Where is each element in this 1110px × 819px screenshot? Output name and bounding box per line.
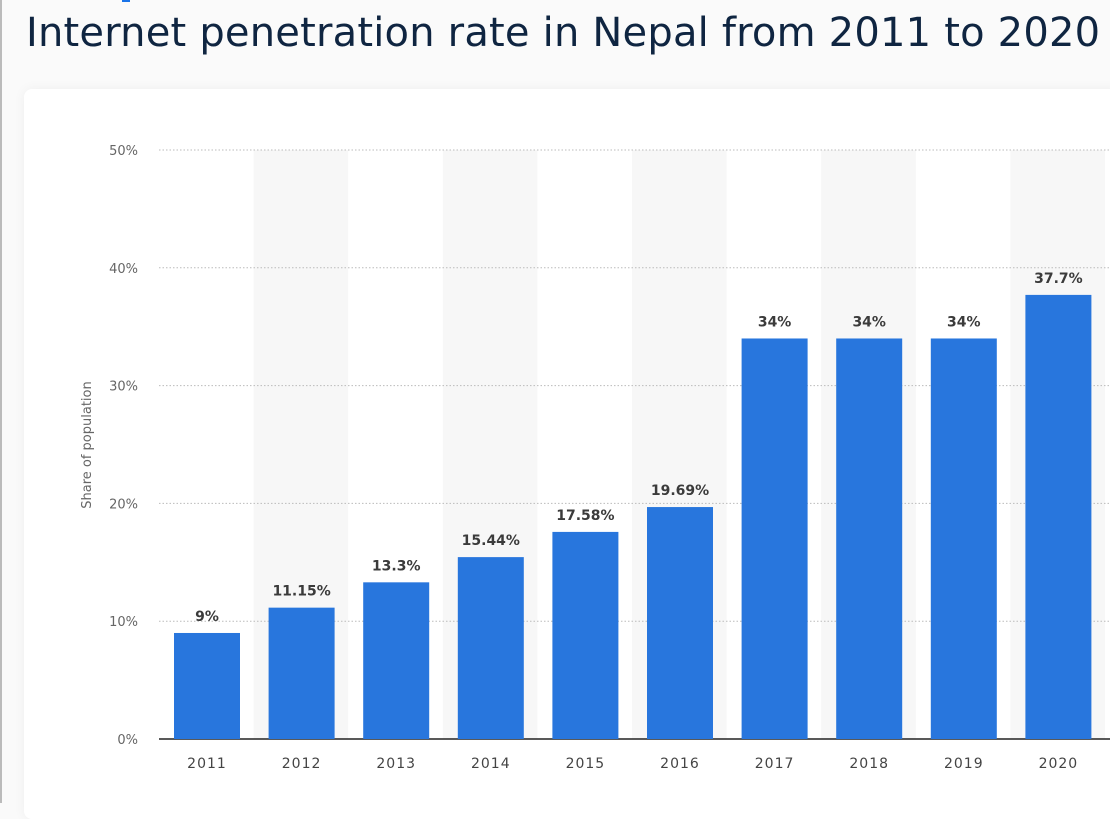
y-tick-label: 30% <box>109 380 138 395</box>
data-label: 34% <box>947 314 981 330</box>
x-tick-label: 2012 <box>282 756 322 772</box>
bar-2019 <box>930 338 997 739</box>
partial-logo-fragment <box>122 0 130 2</box>
data-label: 34% <box>852 314 886 330</box>
x-tick-label: 2015 <box>566 756 606 772</box>
page-title: Internet penetration rate in Nepal from … <box>26 10 1101 56</box>
y-tick-label: 40% <box>109 262 138 277</box>
y-tick-label: 50% <box>109 144 138 159</box>
bar-2014 <box>457 557 524 739</box>
data-label: 17.58% <box>556 508 614 524</box>
bar-chart: 0% 10% 20% 30% 40% 50% 9% 2011 11.15% 2012 13.3% 20… <box>80 144 1110 772</box>
y-tick-label: 20% <box>109 497 138 512</box>
bar-2011 <box>174 632 240 739</box>
x-tick-label: 2018 <box>849 756 889 772</box>
x-tick-label: 2014 <box>471 756 511 772</box>
bar-2016 <box>647 507 713 739</box>
x-tick-label: 2017 <box>755 756 795 772</box>
data-label: 15.44% <box>462 533 520 549</box>
x-tick-label: 2011 <box>187 756 227 772</box>
y-tick-label: 0% <box>117 733 138 748</box>
y-tick-label: 10% <box>109 615 138 630</box>
bar-2013 <box>363 582 430 739</box>
y-axis-label: Share of population <box>80 381 95 509</box>
x-tick-label: 2013 <box>376 756 416 772</box>
bar-2015 <box>552 531 619 739</box>
bar-2017 <box>741 338 808 739</box>
data-label: 13.3% <box>372 558 421 574</box>
bar-2020 <box>1025 294 1092 739</box>
data-label: 34% <box>758 314 792 330</box>
data-label: 11.15% <box>272 584 330 600</box>
x-tick-label: 2020 <box>1039 756 1079 772</box>
x-tick-label: 2019 <box>944 756 984 772</box>
data-label: 9% <box>195 609 219 625</box>
bar-2018 <box>836 338 903 739</box>
data-label: 19.69% <box>651 483 709 499</box>
data-label: 37.7% <box>1034 271 1083 287</box>
bar-2012 <box>268 607 335 739</box>
x-tick-label: 2016 <box>660 756 700 772</box>
